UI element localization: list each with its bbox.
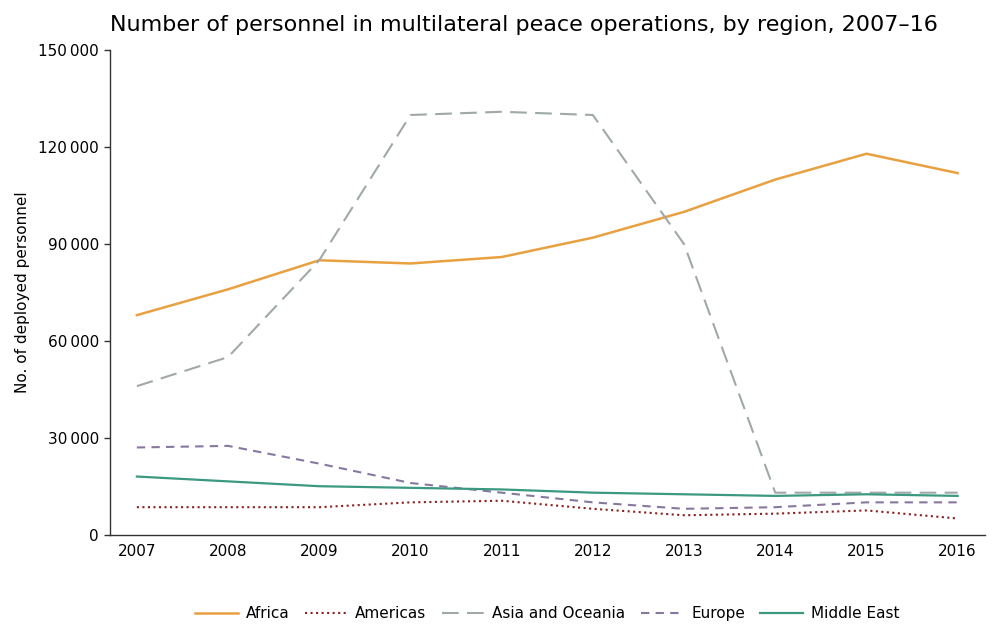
Line: Americas: Americas — [137, 501, 958, 518]
Y-axis label: No. of deployed personnel: No. of deployed personnel — [15, 192, 30, 393]
Europe — [496, 489, 508, 497]
Americas — [313, 504, 325, 511]
Africa — [952, 169, 964, 177]
Middle East — [222, 477, 234, 485]
Europe — [404, 479, 416, 487]
Middle East — [313, 482, 325, 490]
Africa — [769, 176, 781, 184]
Africa — [860, 150, 872, 158]
Asia and Oceania — [313, 256, 325, 264]
Americas — [860, 507, 872, 515]
Asia and Oceania — [769, 489, 781, 497]
Middle East — [404, 484, 416, 491]
Middle East — [678, 491, 690, 498]
Asia and Oceania — [678, 240, 690, 248]
Africa — [131, 311, 143, 319]
Middle East — [496, 486, 508, 493]
Middle East — [587, 489, 599, 497]
Text: Number of personnel in multilateral peace operations, by region, 2007–16: Number of personnel in multilateral peac… — [110, 15, 937, 35]
Africa — [678, 208, 690, 216]
Africa — [587, 234, 599, 242]
Africa — [313, 256, 325, 264]
Americas — [131, 504, 143, 511]
Asia and Oceania — [496, 108, 508, 116]
Asia and Oceania — [131, 383, 143, 390]
Line: Europe: Europe — [137, 446, 958, 509]
Europe — [860, 498, 872, 506]
Americas — [404, 498, 416, 506]
Americas — [496, 497, 508, 505]
Americas — [587, 505, 599, 513]
Line: Asia and Oceania: Asia and Oceania — [137, 112, 958, 493]
Africa — [496, 253, 508, 261]
Europe — [222, 442, 234, 450]
Europe — [952, 498, 964, 506]
Line: Africa: Africa — [137, 154, 958, 315]
Europe — [587, 498, 599, 506]
Africa — [222, 285, 234, 293]
Asia and Oceania — [952, 489, 964, 497]
Asia and Oceania — [587, 111, 599, 119]
Line: Middle East: Middle East — [137, 477, 958, 496]
Americas — [678, 511, 690, 519]
Asia and Oceania — [404, 111, 416, 119]
Middle East — [952, 492, 964, 500]
Asia and Oceania — [222, 353, 234, 361]
Middle East — [769, 492, 781, 500]
Americas — [222, 504, 234, 511]
Asia and Oceania — [860, 489, 872, 497]
Europe — [313, 460, 325, 468]
Africa — [404, 260, 416, 267]
Americas — [769, 510, 781, 518]
Europe — [131, 444, 143, 451]
Americas — [952, 515, 964, 522]
Europe — [769, 504, 781, 511]
Middle East — [131, 473, 143, 480]
Europe — [678, 505, 690, 513]
Legend: Africa, Americas, Asia and Oceania, Europe, Middle East: Africa, Americas, Asia and Oceania, Euro… — [189, 600, 905, 628]
Middle East — [860, 491, 872, 498]
